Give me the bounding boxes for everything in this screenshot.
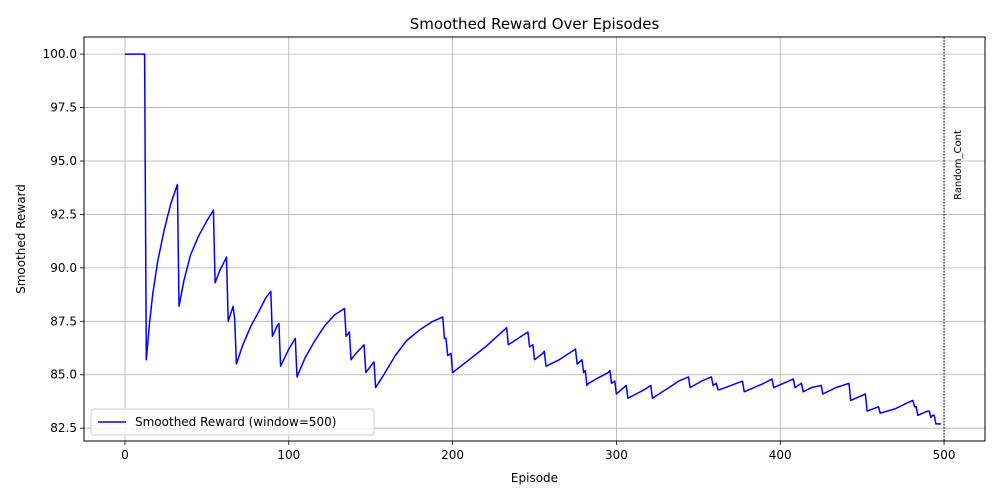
x-tick-label: 200: [441, 448, 464, 462]
x-tick-label: 300: [605, 448, 628, 462]
legend-label: Smoothed Reward (window=500): [135, 415, 336, 429]
y-tick-label: 100.0: [43, 47, 77, 61]
y-tick-label: 82.5: [50, 421, 77, 435]
x-tick-label: 100: [277, 448, 300, 462]
x-tick-label: 0: [121, 448, 129, 462]
grid: [84, 37, 985, 441]
axes-frame: [83, 36, 986, 442]
y-axis-title: Smoothed Reward: [14, 184, 28, 294]
chart-title: Smoothed Reward Over Episodes: [410, 15, 660, 33]
y-tick-label: 92.5: [50, 207, 77, 221]
y-tick-label: 85.0: [50, 368, 77, 382]
y-tick-label: 97.5: [50, 101, 77, 115]
legend: Smoothed Reward (window=500): [90, 408, 375, 436]
y-tick-label: 90.0: [50, 261, 77, 275]
vertical-lines: Random_Cont: [943, 37, 964, 441]
y-ticks: 82.5 85.0 87.5 90.0 92.5 95.0 97.5 100.0: [43, 47, 84, 435]
series-group: [125, 53, 941, 425]
y-tick-label: 87.5: [50, 314, 77, 328]
x-axis-title: Episode: [511, 471, 558, 485]
x-tick-label: 400: [769, 448, 792, 462]
vertical-marker-label: Random_Cont: [953, 130, 964, 200]
y-tick-label: 95.0: [50, 154, 77, 168]
series-line: [125, 53, 941, 425]
legend-box: [90, 408, 375, 436]
x-tick-label: 500: [933, 448, 956, 462]
x-ticks: 0 100 200 300 400 500: [121, 441, 955, 462]
